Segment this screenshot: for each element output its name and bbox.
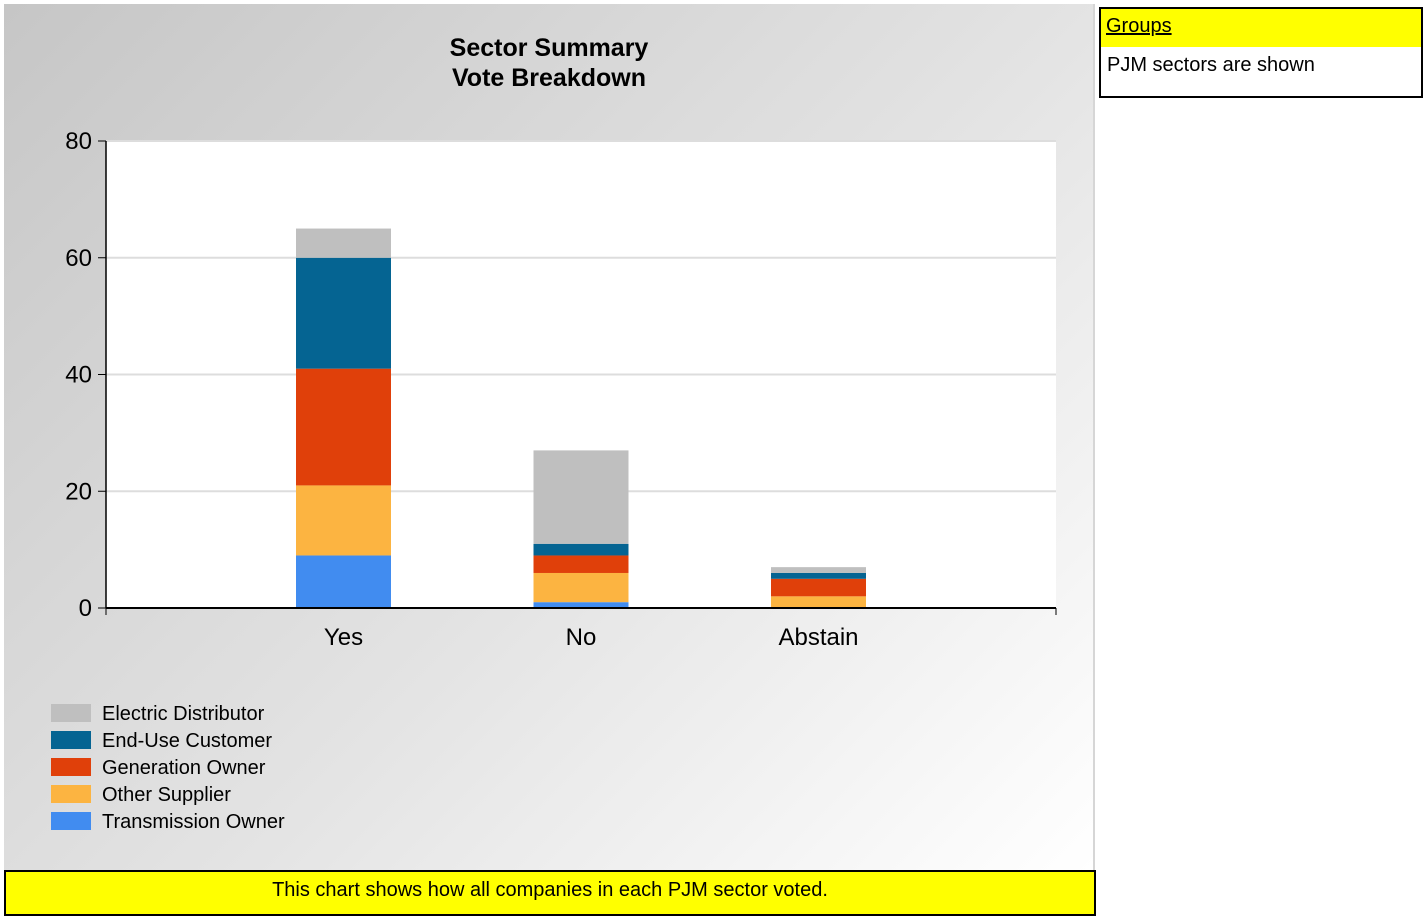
y-tick-label: 60 (65, 245, 92, 272)
x-tick-label: Yes (324, 624, 363, 651)
gridlines (106, 140, 1056, 493)
bar-segment-yes-end-use-customer (296, 257, 391, 369)
chart-caption-bar: This chart shows how all companies in ea… (4, 870, 1096, 916)
legend-swatch-electric-distributor (51, 704, 91, 722)
bar-segment-abstain-other-supplier (771, 596, 866, 608)
chart-caption: This chart shows how all companies in ea… (272, 879, 828, 901)
chart-subtitle: Vote Breakdown (452, 64, 646, 92)
chart-panel: Sector Summary Vote Breakdown 0 20 40 60 80 Y… (4, 4, 1095, 870)
x-tick-label: Abstain (778, 624, 858, 651)
bar-segment-yes-electric-distributor (296, 228, 391, 258)
legend-swatch-transmission-owner (51, 812, 91, 830)
groups-link[interactable]: Groups (1106, 15, 1172, 37)
bar-segment-abstain-generation-owner (771, 578, 866, 597)
groups-header: Groups (1101, 9, 1421, 47)
groups-panel: Groups PJM sectors are shown (1099, 7, 1423, 98)
legend-label-other-supplier: Other Supplier (102, 784, 231, 806)
bar-segment-yes-transmission-owner (296, 555, 391, 608)
y-tick-label: 0 (79, 595, 92, 622)
legend: Electric Distributor End-Use Customer Gene… (51, 703, 285, 833)
bar-segment-yes-other-supplier (296, 485, 391, 556)
legend-swatch-generation-owner (51, 758, 91, 776)
axes: 0 20 40 60 80 Yes No Abstain (65, 128, 1057, 651)
bar-segment-yes-generation-owner (296, 368, 391, 486)
groups-description: PJM sectors are shown (1107, 54, 1315, 76)
y-tick-label: 20 (65, 478, 92, 505)
stacked-bar-chart: Sector Summary Vote Breakdown 0 20 40 60 80 Y… (51, 34, 1057, 833)
legend-swatch-end-use-customer (51, 731, 91, 749)
chart-title: Sector Summary (450, 34, 649, 62)
legend-swatch-other-supplier (51, 785, 91, 803)
bar-segment-no-electric-distributor (533, 450, 629, 544)
y-tick-label: 80 (65, 128, 92, 155)
bars (296, 228, 866, 608)
bar-segment-no-generation-owner (533, 555, 629, 573)
legend-label-generation-owner: Generation Owner (102, 757, 266, 779)
bar-segment-abstain-end-use-customer (771, 572, 866, 579)
legend-label-end-use-customer: End-Use Customer (102, 730, 272, 752)
bar-segment-no-transmission-owner (533, 602, 629, 608)
bar-segment-abstain-electric-distributor (771, 567, 866, 573)
legend-label-electric-distributor: Electric Distributor (102, 703, 265, 725)
legend-label-transmission-owner: Transmission Owner (102, 811, 285, 833)
y-tick-label: 40 (65, 362, 92, 389)
bar-segment-no-end-use-customer (533, 543, 629, 556)
bar-segment-no-other-supplier (533, 572, 629, 603)
x-tick-label: No (566, 624, 597, 651)
